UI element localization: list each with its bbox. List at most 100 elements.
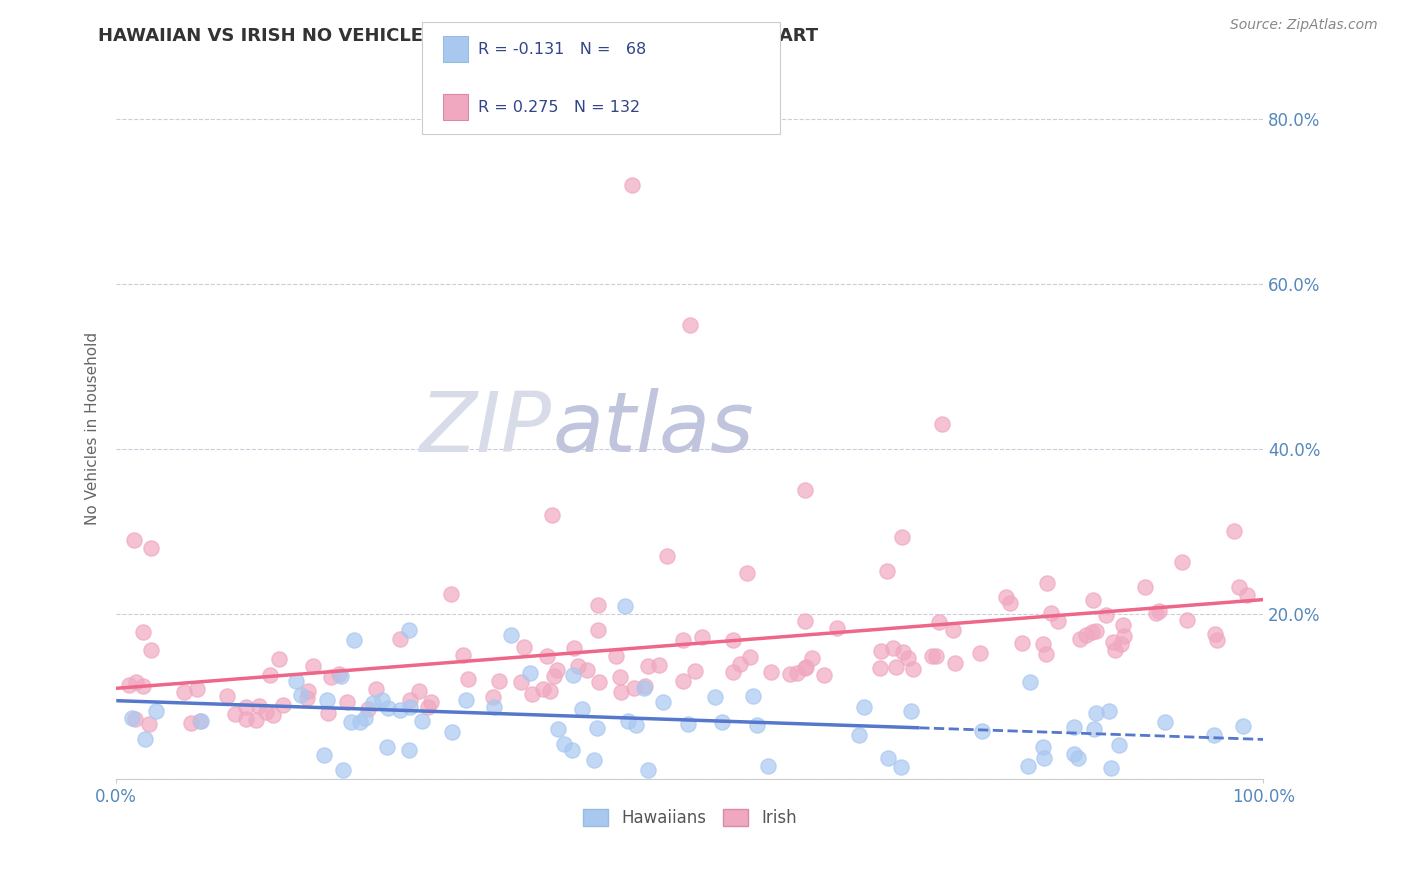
Point: [925, 649, 948, 664]
Point: [190, 714, 212, 728]
Point: [610, 685, 633, 699]
Point: [488, 673, 510, 688]
Point: [538, 684, 561, 698]
Point: [921, 649, 943, 664]
Point: [882, 641, 904, 656]
Point: [235, 712, 257, 726]
Point: [582, 753, 605, 767]
Point: [188, 714, 211, 728]
Point: [1147, 604, 1170, 618]
Point: [876, 751, 898, 765]
Point: [567, 659, 589, 673]
Legend: Hawaiians, Irish: Hawaiians, Irish: [576, 802, 803, 834]
Point: [553, 737, 575, 751]
Point: [411, 714, 433, 728]
Point: [637, 763, 659, 777]
Point: [703, 690, 725, 705]
Point: [546, 663, 568, 677]
Point: [1063, 720, 1085, 734]
Point: [501, 628, 523, 642]
Point: [586, 624, 609, 638]
Point: [295, 690, 318, 705]
Point: [891, 530, 914, 544]
Point: [1011, 636, 1033, 650]
Point: [1098, 704, 1121, 718]
Point: [454, 693, 477, 707]
Point: [418, 700, 440, 714]
Point: [624, 717, 647, 731]
Point: [928, 615, 950, 629]
Point: [793, 614, 815, 628]
Point: [224, 707, 246, 722]
Text: R = -0.131   N =   68: R = -0.131 N = 68: [478, 42, 647, 56]
Point: [132, 679, 155, 693]
Point: [588, 674, 610, 689]
Point: [561, 743, 583, 757]
Point: [825, 621, 848, 635]
Point: [520, 687, 543, 701]
Point: [440, 587, 463, 601]
Point: [356, 701, 378, 715]
Point: [1017, 759, 1039, 773]
Point: [245, 714, 267, 728]
Point: [1232, 719, 1254, 733]
Point: [440, 725, 463, 739]
Point: [371, 693, 394, 707]
Point: [621, 178, 644, 192]
Point: [793, 661, 815, 675]
Point: [942, 623, 965, 637]
Point: [366, 681, 388, 696]
Point: [1133, 580, 1156, 594]
Point: [1202, 727, 1225, 741]
Point: [794, 660, 817, 674]
Point: [801, 650, 824, 665]
Text: R = 0.275   N = 132: R = 0.275 N = 132: [478, 100, 640, 114]
Point: [513, 640, 536, 654]
Point: [343, 632, 366, 647]
Point: [876, 565, 898, 579]
Point: [1223, 524, 1246, 539]
Point: [1144, 606, 1167, 620]
Y-axis label: No Vehicles in Household: No Vehicles in Household: [86, 332, 100, 524]
Point: [1109, 637, 1132, 651]
Point: [1032, 739, 1054, 754]
Point: [132, 624, 155, 639]
Point: [723, 665, 745, 679]
Point: [321, 670, 343, 684]
Point: [267, 651, 290, 665]
Point: [453, 648, 475, 663]
Point: [728, 657, 751, 672]
Point: [617, 714, 640, 728]
Point: [1035, 647, 1057, 661]
Point: [235, 699, 257, 714]
Point: [519, 666, 541, 681]
Point: [1171, 556, 1194, 570]
Point: [585, 721, 607, 735]
Point: [134, 732, 156, 747]
Point: [122, 533, 145, 547]
Point: [786, 665, 808, 680]
Point: [361, 696, 384, 710]
Point: [1112, 629, 1135, 643]
Point: [1039, 606, 1062, 620]
Point: [1047, 614, 1070, 628]
Point: [399, 693, 422, 707]
Point: [290, 688, 312, 702]
Point: [900, 705, 922, 719]
Point: [1084, 706, 1107, 720]
Point: [1099, 761, 1122, 775]
Point: [330, 669, 353, 683]
Point: [186, 682, 208, 697]
Point: [139, 642, 162, 657]
Point: [1019, 674, 1042, 689]
Point: [897, 650, 920, 665]
Point: [742, 689, 765, 703]
Point: [510, 675, 533, 690]
Point: [302, 659, 325, 673]
Point: [1032, 751, 1054, 765]
Point: [121, 711, 143, 725]
Point: [247, 699, 270, 714]
Point: [354, 711, 377, 725]
Point: [118, 678, 141, 692]
Point: [891, 645, 914, 659]
